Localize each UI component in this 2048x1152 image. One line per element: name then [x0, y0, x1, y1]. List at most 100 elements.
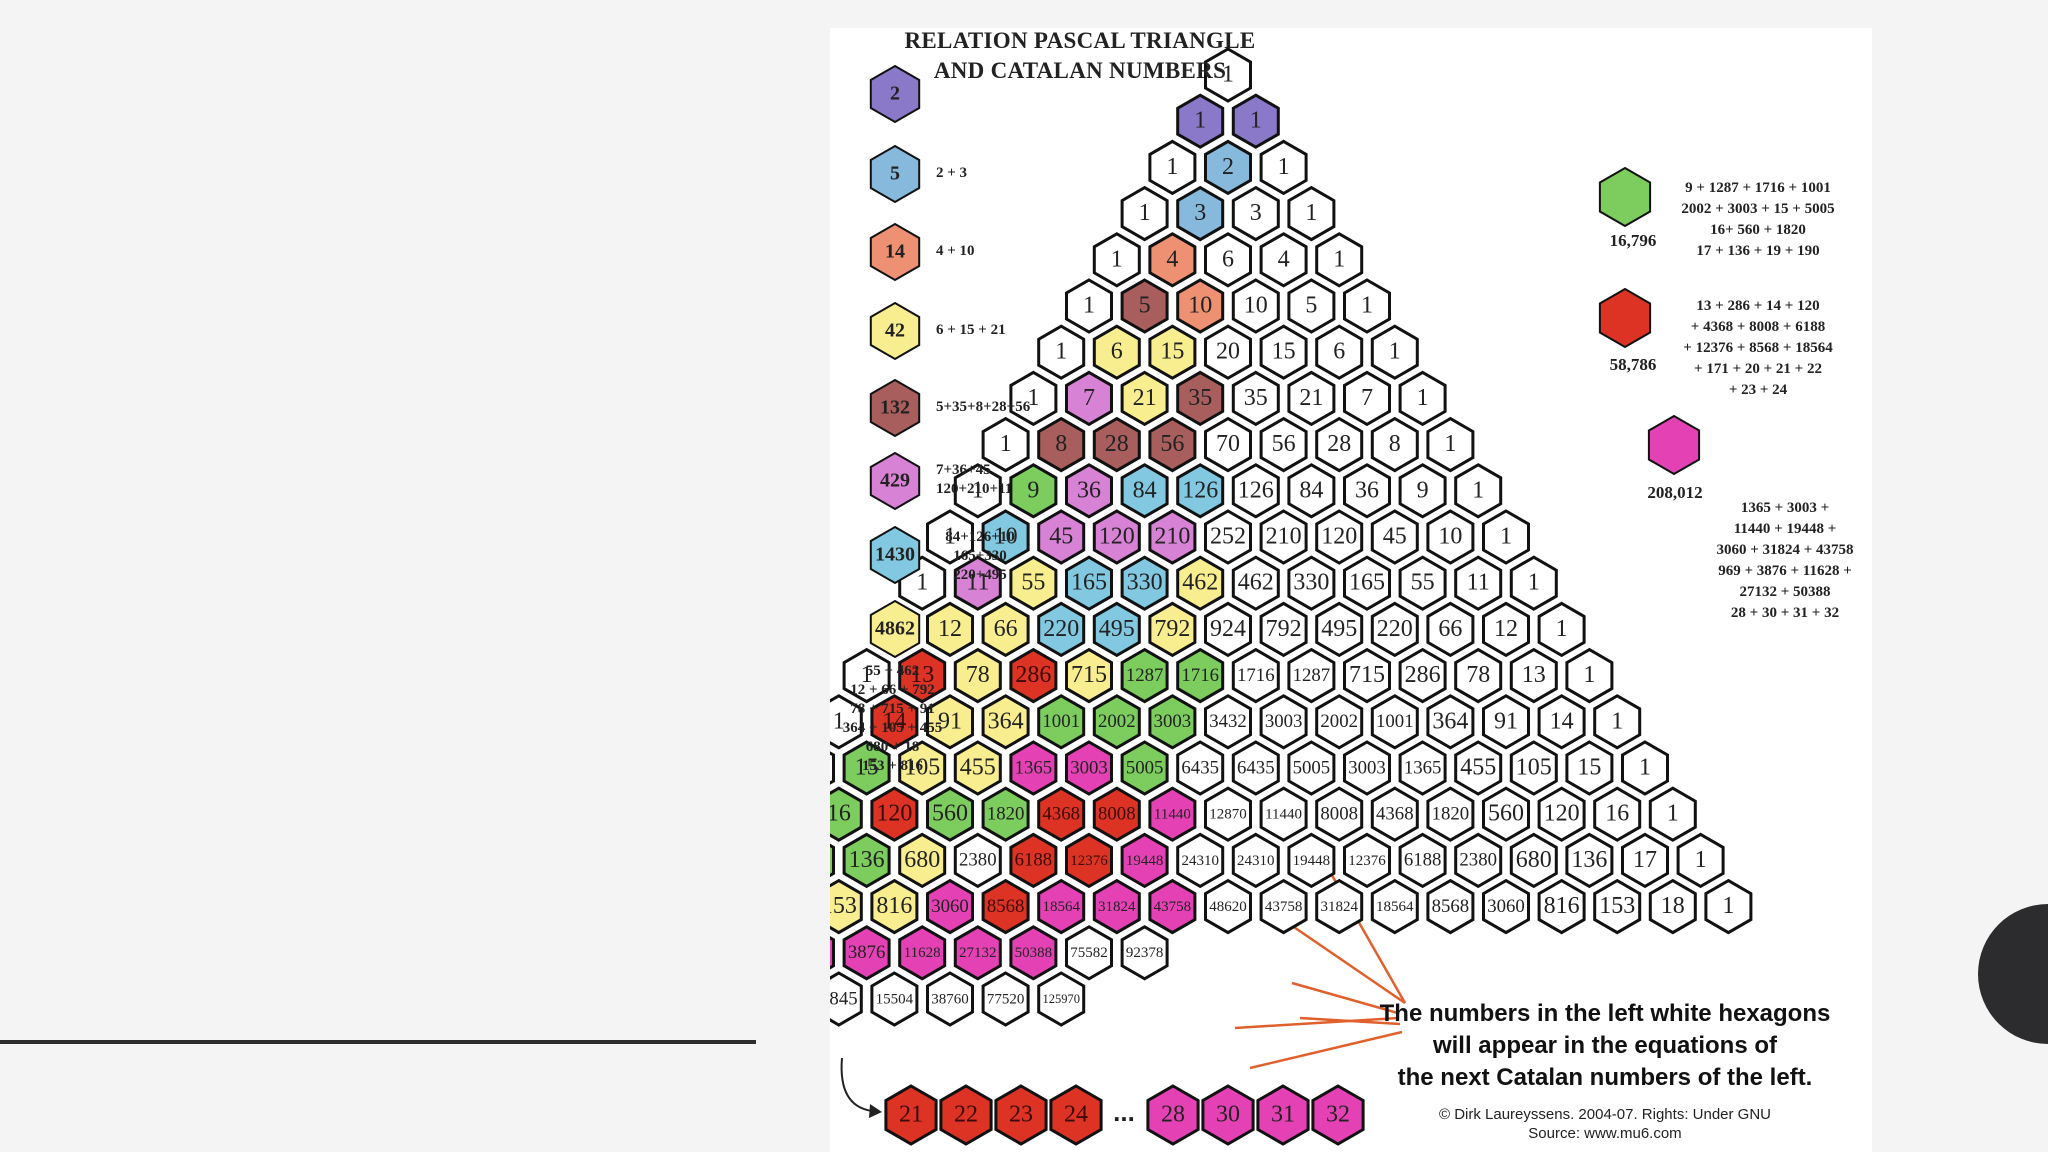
pascal-hex-label: 8	[1389, 431, 1401, 457]
pascal-hex-label: 560	[932, 801, 968, 827]
catalan-equation: 6 + 15 + 21	[936, 321, 1006, 340]
pascal-hex: 1	[1565, 647, 1614, 704]
pascal-hex: 1	[830, 694, 863, 750]
pascal-hex-label: 3003	[1070, 757, 1108, 778]
pascal-hex: 126	[1231, 463, 1280, 519]
pascal-hex: 9	[1398, 463, 1447, 519]
catalan-equation-line: 55 + 462	[865, 663, 920, 679]
pascal-hex: 210	[1148, 509, 1197, 565]
pascal-hex-shape	[1009, 647, 1058, 704]
pascal-hex: 3060	[926, 878, 974, 935]
pascal-hex-shape	[1315, 601, 1364, 658]
pascal-hex-shape	[1176, 185, 1225, 242]
pascal-hex: 10	[1176, 278, 1225, 334]
pascal-hex: 24310	[1231, 832, 1280, 889]
pascal-hex-shape	[1259, 416, 1308, 473]
pascal-hex-shape	[1204, 139, 1252, 196]
pascal-hex: 1	[1482, 509, 1530, 565]
pascal-hex-shape	[1120, 370, 1169, 427]
pascal-hex: 3	[1176, 185, 1225, 242]
pascal-hex-shape	[981, 601, 1030, 658]
pascal-hex-label: 5	[1305, 293, 1317, 319]
pascal-hex: 6435	[1231, 740, 1280, 796]
pascal-hex-label: 1820	[987, 804, 1025, 825]
pascal-hex-label: 2002	[1098, 711, 1136, 732]
pascal-hex-shape	[1343, 278, 1391, 334]
catalan-legend-hex: 429	[869, 451, 921, 511]
pascal-hex-shape	[1398, 463, 1447, 519]
pascal-hex: 1	[1426, 416, 1475, 473]
pascal-hex: 12376	[1343, 832, 1391, 889]
pascal-hex-shape	[953, 832, 1002, 889]
pascal-hex-shape	[1370, 694, 1419, 750]
pascal-hex-label: 120	[1099, 524, 1135, 550]
pascal-hex: 31824	[1092, 878, 1141, 935]
pascal-hex-label: 1	[1139, 200, 1151, 226]
pascal-hex: 56	[1148, 416, 1197, 473]
pascal-hex-shape	[1259, 601, 1308, 658]
catalan-large-value: 58,786	[1609, 355, 1657, 374]
pascal-hex: 77520	[981, 971, 1030, 1027]
pascal-hex: 75582	[1065, 925, 1113, 981]
pascal-hex: 45	[1037, 509, 1086, 565]
pascal-hex-label: 1	[916, 570, 928, 596]
pascal-hex: 125970	[1037, 971, 1086, 1027]
pascal-hex: 792	[1259, 601, 1308, 658]
pascal-hex-shape	[1426, 416, 1475, 473]
pascal-hex-shape	[1704, 878, 1753, 935]
pascal-hex: 1	[1537, 601, 1586, 658]
pascal-hex-shape	[1426, 509, 1475, 565]
pascal-hex-label: 4	[1278, 246, 1290, 272]
pascal-hex: 136	[842, 832, 891, 889]
pascal-hex-shape	[1287, 832, 1336, 889]
pascal-hex: 1	[926, 509, 974, 565]
pascal-hex-label: 455	[1460, 755, 1496, 781]
pascal-hex-label: 1	[1611, 708, 1623, 734]
pascal-hex: 6435	[1176, 740, 1225, 796]
pascal-hex: 18564	[1037, 878, 1086, 935]
pascal-hex-shape	[1426, 601, 1475, 658]
pascal-hex-shape	[1065, 925, 1113, 981]
catalan-equation: 4 + 10	[936, 242, 975, 261]
pascal-hex: 15504	[870, 971, 919, 1027]
pascal-hex-shape	[1648, 786, 1697, 842]
catalan-equation-line: 680 + 18	[865, 739, 920, 755]
pascal-hex: 126	[1176, 463, 1225, 519]
pascal-hex-shape	[1037, 786, 1086, 842]
pascal-hex: 330	[1287, 555, 1336, 611]
pascal-hex-label: 1716	[1181, 665, 1219, 686]
catalan-equation-line: 5+35+8+28+56	[936, 399, 1031, 415]
pascal-hex-shape	[1398, 740, 1447, 796]
pascal-hex-label: 252	[1210, 524, 1246, 550]
bottom-hex-shape	[1256, 1084, 1310, 1146]
pascal-hex: 455	[1454, 740, 1503, 796]
pascal-hex-label: 43758	[1154, 899, 1192, 915]
pascal-hex: 4	[1259, 232, 1308, 288]
pascal-hex-label: 455	[960, 755, 996, 781]
pascal-hex-label: 330	[1293, 570, 1329, 596]
pascal-hex-label: 1	[1583, 662, 1595, 688]
pascal-hex-label: 56	[1272, 431, 1296, 457]
catalan-large-value: 16,796	[1609, 231, 1657, 250]
pascal-hex-label: 1	[1083, 293, 1095, 319]
pascal-hex: 8568	[981, 878, 1030, 935]
pascal-hex-shape	[870, 878, 919, 935]
pascal-hex: 816	[1537, 878, 1586, 935]
pascal-hex-shape	[981, 509, 1030, 565]
pascal-hex: 1	[1287, 185, 1336, 242]
pascal-hex-shape	[1120, 832, 1169, 889]
pascal-hex-label: 1	[1166, 154, 1178, 180]
pascal-hex-shape	[1676, 832, 1725, 889]
pascal-hex: 36	[1343, 463, 1391, 519]
bottom-hex-label: 24	[1064, 1102, 1088, 1128]
catalan-equation: 1365 + 3003 + 11440 + 19448 + 3060 + 31824…	[1685, 498, 1872, 624]
pascal-hex-label: 1287	[1293, 665, 1331, 686]
pascal-hex: 11	[1454, 555, 1503, 611]
curved-arrow	[840, 1057, 873, 1112]
pascal-hex-label: 12	[1494, 616, 1518, 642]
catalan-legend-hex-label: 4862	[875, 618, 915, 640]
catalan-equation: 84+126+10 165+330 220+495	[930, 528, 1030, 585]
pascal-hex-shape	[1287, 555, 1336, 611]
pascal-hex-label: 3	[1250, 200, 1262, 226]
pascal-hex: 462	[1176, 555, 1225, 611]
